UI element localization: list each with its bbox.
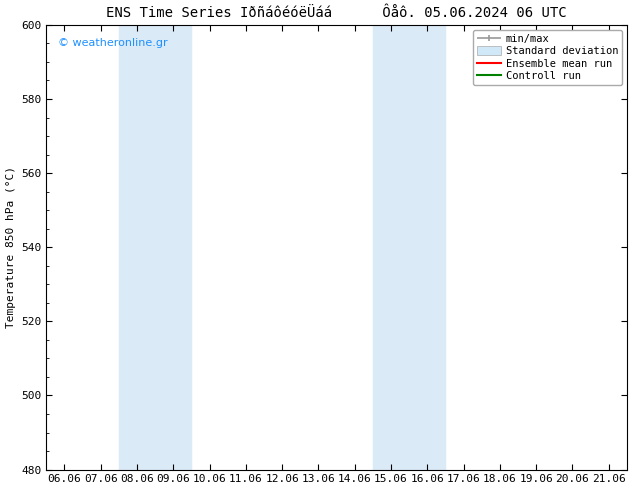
- Legend: min/max, Standard deviation, Ensemble mean run, Controll run: min/max, Standard deviation, Ensemble me…: [472, 30, 622, 85]
- Bar: [119, 25, 191, 469]
- Bar: [373, 25, 446, 469]
- Text: © weatheronline.gr: © weatheronline.gr: [58, 38, 167, 48]
- Y-axis label: Temperature 850 hPa (°C): Temperature 850 hPa (°C): [6, 166, 16, 328]
- Title: ENS Time Series IðñáôéóëÜáá      Ôåô. 05.06.2024 06 UTC: ENS Time Series IðñáôéóëÜáá Ôåô. 05.06.2…: [107, 5, 567, 20]
